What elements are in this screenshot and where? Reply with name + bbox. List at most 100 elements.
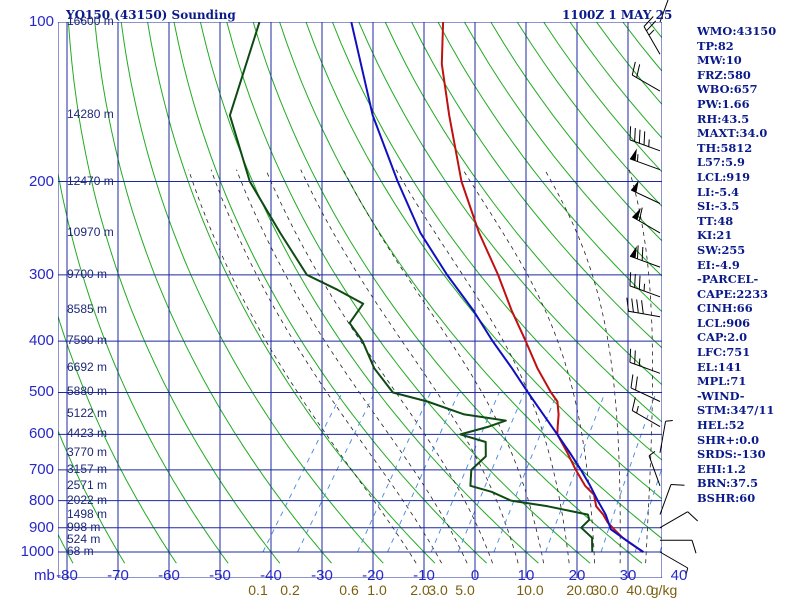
wind-barb-half: [665, 420, 673, 422]
wind-barb-flag: [629, 348, 632, 363]
moist-adiabat: [342, 169, 544, 564]
moist-adiabat: [236, 169, 468, 564]
height-label: 524 m: [67, 532, 101, 547]
wind-barb-flag: [641, 246, 644, 261]
moist-adiabat: [462, 169, 595, 564]
wind-barb-half: [636, 405, 639, 414]
temperature-tick-label: -20: [362, 567, 384, 584]
index-item: BSHR:60: [697, 491, 756, 505]
temperature-tick-label: -40: [260, 567, 282, 584]
wind-barb-half: [638, 358, 641, 366]
index-item: SW:255: [697, 242, 746, 257]
temperature-tick-label: 20: [568, 567, 586, 584]
moist-adiabat: [395, 169, 570, 564]
pressure-label: 900: [28, 518, 54, 536]
index-item: SHR+:0.0: [697, 432, 760, 447]
wind-barb-half: [648, 139, 650, 147]
dry-adiabat: [120, 22, 384, 564]
wind-barb: [659, 420, 673, 453]
wind-barb: [659, 511, 699, 529]
index-panel: WMO:43150 TP:82 MW:10 FRZ:580 WBO:657 PW:1.66…: [697, 24, 797, 506]
pressure-label: 600: [28, 425, 54, 443]
wind-barb-staff: [629, 361, 661, 374]
wind-barb: [629, 245, 661, 268]
wind-barb: [630, 180, 661, 204]
wind-barb-staff: [630, 387, 661, 402]
background-lines: [58, 22, 662, 578]
wind-barb: [632, 207, 661, 234]
dry-adiabat: [411, 22, 662, 349]
height-label: 9700 m: [67, 266, 108, 281]
wind-barb-staff: [629, 158, 661, 171]
wind-barb-staff: [659, 484, 672, 515]
wind-barb-flag: [630, 374, 634, 389]
wind-barb-staff: [632, 74, 661, 92]
wind-barb-flag: [638, 129, 641, 144]
wind-barb-flag: [641, 300, 644, 314]
index-item: TH:5812: [697, 140, 753, 155]
dry-adiabat: [58, 429, 126, 564]
height-label: 4423 m: [67, 426, 108, 441]
height-label: 14280 m: [67, 107, 114, 122]
wind-barb-pennant: [629, 148, 637, 161]
height-label: 6692 m: [67, 360, 108, 375]
wind-barb-staff: [648, 455, 661, 486]
temperature-tick-label: -50: [209, 567, 231, 584]
index-item: MPL:71: [697, 374, 747, 389]
mixing-ratio-line: [493, 392, 558, 553]
mixing-ratio-line: [600, 392, 657, 553]
index-item: LFC:751: [697, 345, 751, 360]
wind-barb-flag: [638, 275, 641, 290]
dry-adiabat: [58, 170, 229, 564]
mixing-ratio-label: 3.0: [428, 582, 448, 598]
height-label: 2571 m: [67, 477, 108, 492]
index-item: WMO:43150: [697, 24, 777, 38]
wind-barb-half: [685, 567, 689, 576]
wind-barb-staff: [659, 511, 688, 529]
moist-adiabat: [300, 169, 519, 564]
wind-barb-flag: [634, 350, 636, 365]
dewpoint-trace: [228, 22, 594, 553]
dry-adiabat: [463, 22, 662, 277]
mixing-ratio-line: [262, 392, 343, 553]
pressure-label: 100: [28, 13, 54, 30]
pressure-label: 400: [28, 332, 54, 350]
temperature-tick-label: 10: [517, 567, 535, 584]
wind-barb: [629, 272, 661, 298]
wind-barb-flag: [629, 272, 632, 286]
wind-barb-flag: [638, 207, 643, 222]
wind-barb-flag: [636, 64, 641, 78]
wind-barb-staff: [629, 285, 661, 298]
wind-barb-flag: [634, 127, 636, 142]
sounding-time: 1100Z 1 MAY 25: [562, 8, 673, 22]
index-item: EL:141: [697, 359, 742, 374]
index-item: MW:10: [697, 53, 742, 68]
index-item: TP:82: [697, 38, 734, 53]
index-item: CAPE:2233: [697, 286, 769, 301]
mixing-ratio-label: 5.0: [455, 582, 475, 598]
index-item: SI:-3.5: [697, 199, 740, 214]
dry-adiabat: [279, 22, 662, 540]
dry-adiabat: [67, 22, 281, 564]
height-label: 12470 m: [67, 173, 114, 188]
wind-barb: [630, 374, 661, 402]
wind-barb-flag: [626, 297, 629, 312]
mixing-ratio-line: [634, 466, 662, 553]
pressure-label: 1000: [20, 543, 54, 560]
dry-adiabat: [331, 22, 662, 461]
mixing-ratio-label: 0.1: [248, 582, 268, 598]
height-label: 7590 m: [67, 333, 108, 348]
moist-adiabat: [628, 169, 653, 564]
dry-adiabat: [252, 22, 643, 564]
index-item: CINH:66: [697, 301, 753, 316]
dry-adiabat: [490, 22, 662, 242]
wind-barb-half: [648, 451, 656, 457]
wind-barb: [629, 126, 661, 152]
index-item: LI:-5.4: [697, 184, 740, 199]
mixing-ratio-label: 30.0: [591, 582, 619, 598]
wind-barb: [659, 551, 689, 576]
mixing-ratio-line: [545, 392, 606, 553]
height-label: 8585 m: [67, 302, 108, 317]
wind-barb: [631, 397, 661, 428]
